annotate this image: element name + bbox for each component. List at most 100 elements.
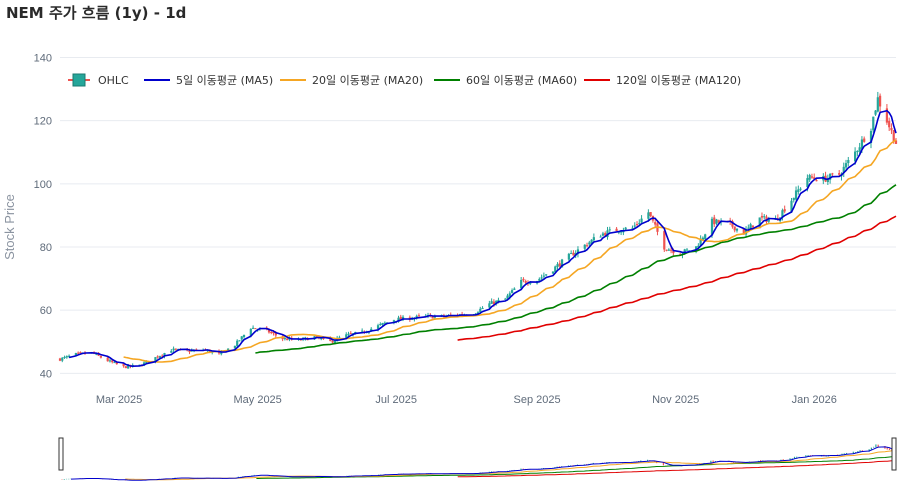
candle[interactable]	[254, 328, 257, 330]
candle[interactable]	[399, 314, 402, 320]
candle[interactable]	[667, 248, 670, 251]
candle[interactable]	[170, 349, 173, 353]
candle[interactable]	[831, 172, 834, 177]
candle[interactable]	[749, 222, 752, 229]
range-slider[interactable]	[58, 437, 897, 482]
range-handle-right[interactable]	[891, 437, 897, 471]
ma20-line[interactable]	[123, 139, 897, 363]
candle[interactable]	[172, 346, 175, 353]
candle[interactable]	[58, 357, 62, 362]
candle[interactable]	[781, 208, 784, 221]
candle[interactable]	[490, 298, 493, 304]
candle[interactable]	[238, 340, 241, 342]
candle[interactable]	[551, 271, 555, 275]
candle[interactable]	[713, 214, 716, 228]
candle[interactable]	[542, 272, 545, 279]
candle[interactable]	[808, 173, 811, 182]
candle[interactable]	[894, 137, 898, 145]
candle[interactable]	[735, 228, 739, 233]
candle[interactable]	[872, 116, 875, 133]
candle[interactable]	[524, 279, 527, 285]
candle[interactable]	[572, 250, 575, 256]
candle[interactable]	[758, 217, 761, 229]
candle[interactable]	[522, 277, 525, 283]
candle[interactable]	[799, 187, 802, 192]
candle[interactable]	[592, 233, 595, 243]
candle[interactable]	[251, 325, 255, 330]
candle[interactable]	[669, 246, 673, 254]
candle[interactable]	[824, 171, 827, 183]
candle[interactable]	[79, 351, 82, 354]
candle[interactable]	[847, 156, 850, 167]
candle[interactable]	[856, 150, 859, 157]
candle[interactable]	[733, 226, 736, 233]
candle[interactable]	[65, 355, 68, 359]
candle[interactable]	[504, 297, 507, 300]
candle[interactable]	[604, 231, 607, 237]
candle[interactable]	[763, 214, 766, 220]
candle[interactable]	[699, 235, 702, 246]
candle[interactable]	[161, 354, 164, 358]
candle[interactable]	[685, 247, 689, 252]
candle[interactable]	[647, 209, 650, 222]
candle[interactable]	[888, 117, 891, 131]
candle[interactable]	[576, 246, 580, 258]
candle[interactable]	[663, 229, 666, 252]
candle[interactable]	[108, 358, 112, 363]
ma5-line[interactable]	[68, 109, 897, 368]
candle[interactable]	[601, 231, 605, 237]
candle[interactable]	[631, 225, 634, 230]
candle[interactable]	[63, 355, 66, 359]
candle[interactable]	[615, 227, 618, 231]
candle[interactable]	[240, 336, 243, 342]
candle[interactable]	[715, 218, 718, 226]
candle[interactable]	[649, 212, 652, 218]
candle[interactable]	[481, 306, 484, 309]
candle[interactable]	[174, 348, 177, 351]
candle[interactable]	[608, 226, 611, 233]
candle[interactable]	[878, 93, 882, 112]
candle[interactable]	[545, 274, 548, 277]
legend-item[interactable]: 120일 이동평균 (MA120)	[584, 73, 741, 87]
candle[interactable]	[554, 265, 557, 273]
plot-area[interactable]	[58, 91, 898, 369]
candle[interactable]	[844, 159, 848, 171]
candle[interactable]	[810, 173, 814, 179]
candle[interactable]	[510, 288, 514, 294]
candle[interactable]	[869, 128, 873, 149]
candle[interactable]	[99, 355, 102, 359]
candle[interactable]	[760, 212, 764, 221]
candle[interactable]	[570, 250, 573, 255]
legend[interactable]: OHLC 5일 이동평균 (MA5) 20일 이동평균 (MA20) 60일 이동평균…	[68, 73, 741, 87]
candle[interactable]	[890, 123, 893, 135]
candle[interactable]	[242, 334, 246, 339]
candle[interactable]	[361, 328, 364, 332]
candle[interactable]	[383, 321, 386, 325]
candle[interactable]	[556, 262, 559, 270]
candle[interactable]	[842, 162, 845, 178]
candle[interactable]	[783, 205, 786, 214]
ma60-line[interactable]	[255, 184, 897, 354]
candle[interactable]	[794, 186, 798, 201]
candle[interactable]	[654, 218, 657, 228]
candle[interactable]	[633, 222, 636, 229]
candle[interactable]	[567, 252, 570, 262]
candle[interactable]	[347, 331, 350, 337]
range-handle-left[interactable]	[58, 437, 64, 471]
candle[interactable]	[77, 351, 80, 354]
candle[interactable]	[863, 136, 866, 143]
candle[interactable]	[349, 331, 352, 335]
legend-item[interactable]: 5일 이동평균 (MA5)	[144, 73, 273, 87]
candle[interactable]	[792, 197, 795, 203]
candle[interactable]	[379, 322, 382, 326]
legend-item[interactable]: OHLC	[68, 73, 129, 87]
candle[interactable]	[588, 240, 591, 247]
candle[interactable]	[747, 224, 750, 230]
candle[interactable]	[513, 287, 516, 290]
candle[interactable]	[640, 215, 643, 224]
candle[interactable]	[797, 185, 800, 195]
candle[interactable]	[124, 366, 127, 369]
legend-item[interactable]: 20일 이동평균 (MA20)	[280, 73, 423, 87]
candle[interactable]	[236, 339, 239, 348]
candle[interactable]	[665, 249, 668, 252]
